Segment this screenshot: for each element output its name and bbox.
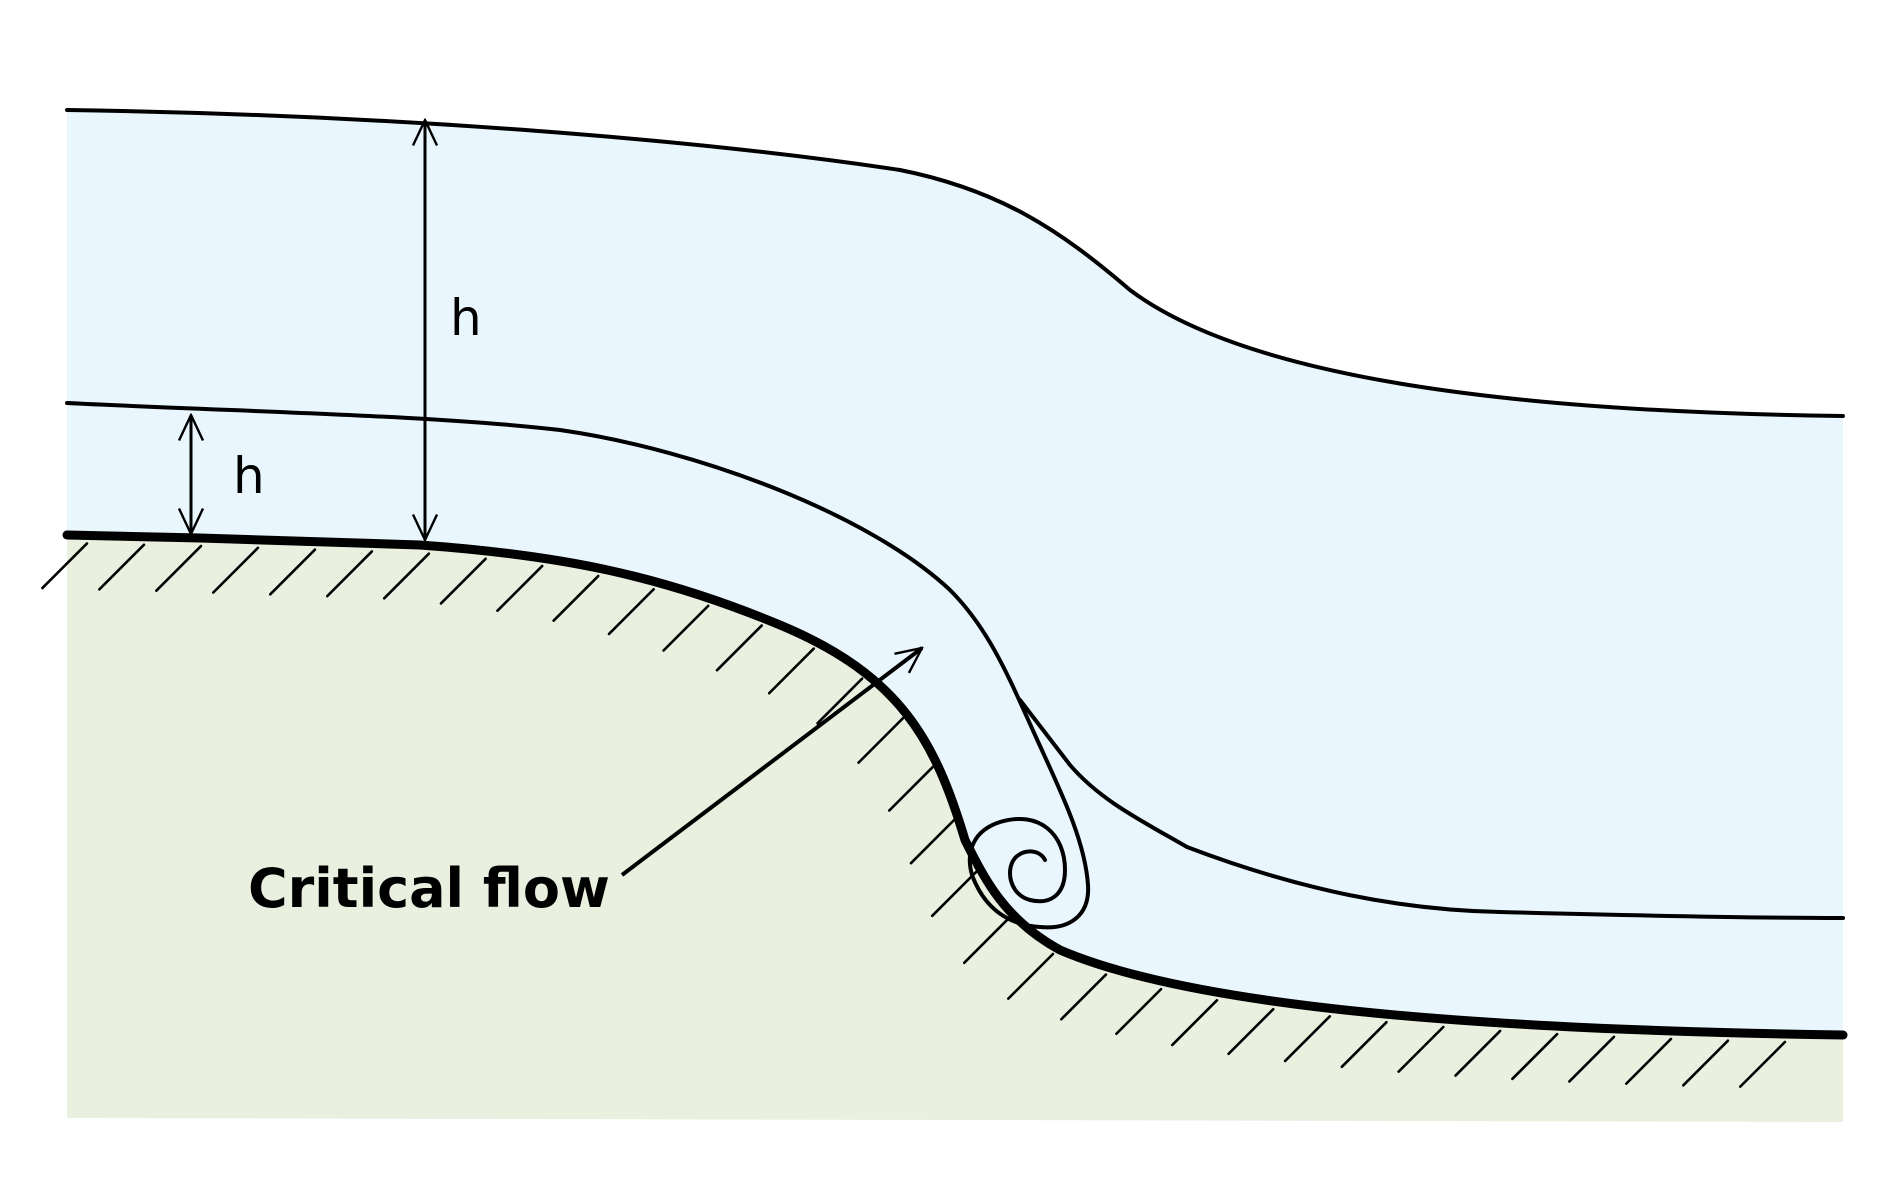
bed-hatching (41, 542, 1787, 1088)
upper-water-surface (65, 108, 1845, 418)
ground-region (67, 535, 1843, 1122)
lower-water-surface (65, 401, 1091, 930)
hatch-line (715, 624, 763, 672)
hatch-line (1511, 1032, 1559, 1081)
hatch-line (1738, 1040, 1787, 1088)
hatch-line (930, 869, 979, 918)
hatch-line (496, 564, 544, 612)
hatch-line (1568, 1035, 1616, 1083)
hatch-line (816, 677, 864, 725)
hatch-line (909, 817, 957, 865)
hatch-line (1283, 1015, 1332, 1063)
downstream-surface (1018, 698, 1845, 920)
hatch-line (98, 543, 146, 591)
depth-label-shallow: h (233, 447, 265, 505)
hatch-line (268, 548, 317, 596)
channel-bed (62, 530, 1848, 1040)
hatch-line (1115, 987, 1163, 1036)
hatch-line (155, 544, 203, 592)
water-region (67, 110, 1843, 1035)
hatch-line (857, 716, 905, 764)
hatch-line (1454, 1029, 1502, 1077)
hatch-line (1625, 1037, 1673, 1085)
depth-label-deep: h (450, 289, 482, 347)
hatch-line (1397, 1025, 1445, 1073)
hatch-line (767, 647, 816, 695)
hatch-line (325, 550, 374, 598)
critical-flow-label: Critical flow (248, 857, 610, 920)
hatch-line (888, 764, 936, 812)
hatch-line (211, 546, 260, 594)
hatch-line (552, 574, 600, 622)
critical-flow-pointer (620, 648, 922, 877)
hatch-line (1171, 998, 1219, 1047)
hatch-line (1227, 1007, 1275, 1056)
hatch-line (1060, 973, 1108, 1021)
hatch-line (607, 587, 655, 636)
hatch-line (382, 552, 431, 600)
hatch-line (1681, 1039, 1730, 1087)
hatch-line (1007, 952, 1055, 1000)
hatch-line (962, 916, 1011, 965)
eddy-roller (967, 816, 1067, 929)
hatch-line (1340, 1020, 1388, 1069)
hatch-line (662, 604, 710, 652)
hatch-line (439, 557, 487, 605)
hatch-line (41, 542, 89, 590)
